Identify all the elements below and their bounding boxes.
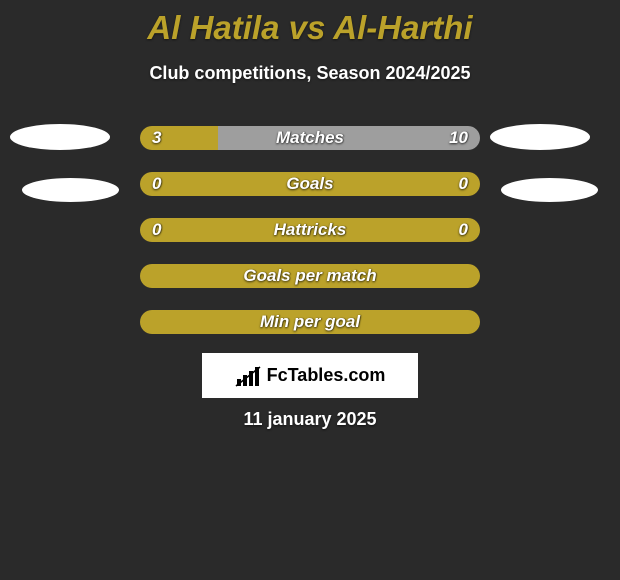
team-left-icon <box>10 124 110 150</box>
date-line: 11 january 2025 <box>0 409 620 430</box>
stat-bar-right-value: 10 <box>449 126 468 150</box>
stat-bar-label: Min per goal <box>140 310 480 334</box>
stat-bar-label: Hattricks <box>140 218 480 242</box>
stat-bar: Hattricks0 0 <box>140 218 480 242</box>
stat-bar: Min per goal <box>140 310 480 334</box>
stat-bar: Goals0 0 <box>140 172 480 196</box>
fctables-badge[interactable]: FcTables.com <box>202 353 418 398</box>
bar-chart-icon <box>235 365 263 387</box>
badge-text: FcTables.com <box>267 365 386 386</box>
team-right-icon <box>490 124 590 150</box>
stat-bar-right-value: 0 <box>459 172 468 196</box>
subtitle: Club competitions, Season 2024/2025 <box>0 63 620 84</box>
stat-bar-right-value: 0 <box>459 218 468 242</box>
stat-bar-label: Goals <box>140 172 480 196</box>
stat-bar: Matches3 10 <box>140 126 480 150</box>
stat-bar: Goals per match <box>140 264 480 288</box>
page-title: Al Hatila vs Al-Harthi <box>0 9 620 47</box>
stat-bar-label: Goals per match <box>140 264 480 288</box>
stat-bar-left-value: 0 <box>152 218 161 242</box>
stat-bar-label: Matches <box>140 126 480 150</box>
team-left-icon <box>22 178 119 202</box>
stat-bar-left-value: 0 <box>152 172 161 196</box>
team-right-icon <box>501 178 598 202</box>
stat-bar-left-value: 3 <box>152 126 161 150</box>
